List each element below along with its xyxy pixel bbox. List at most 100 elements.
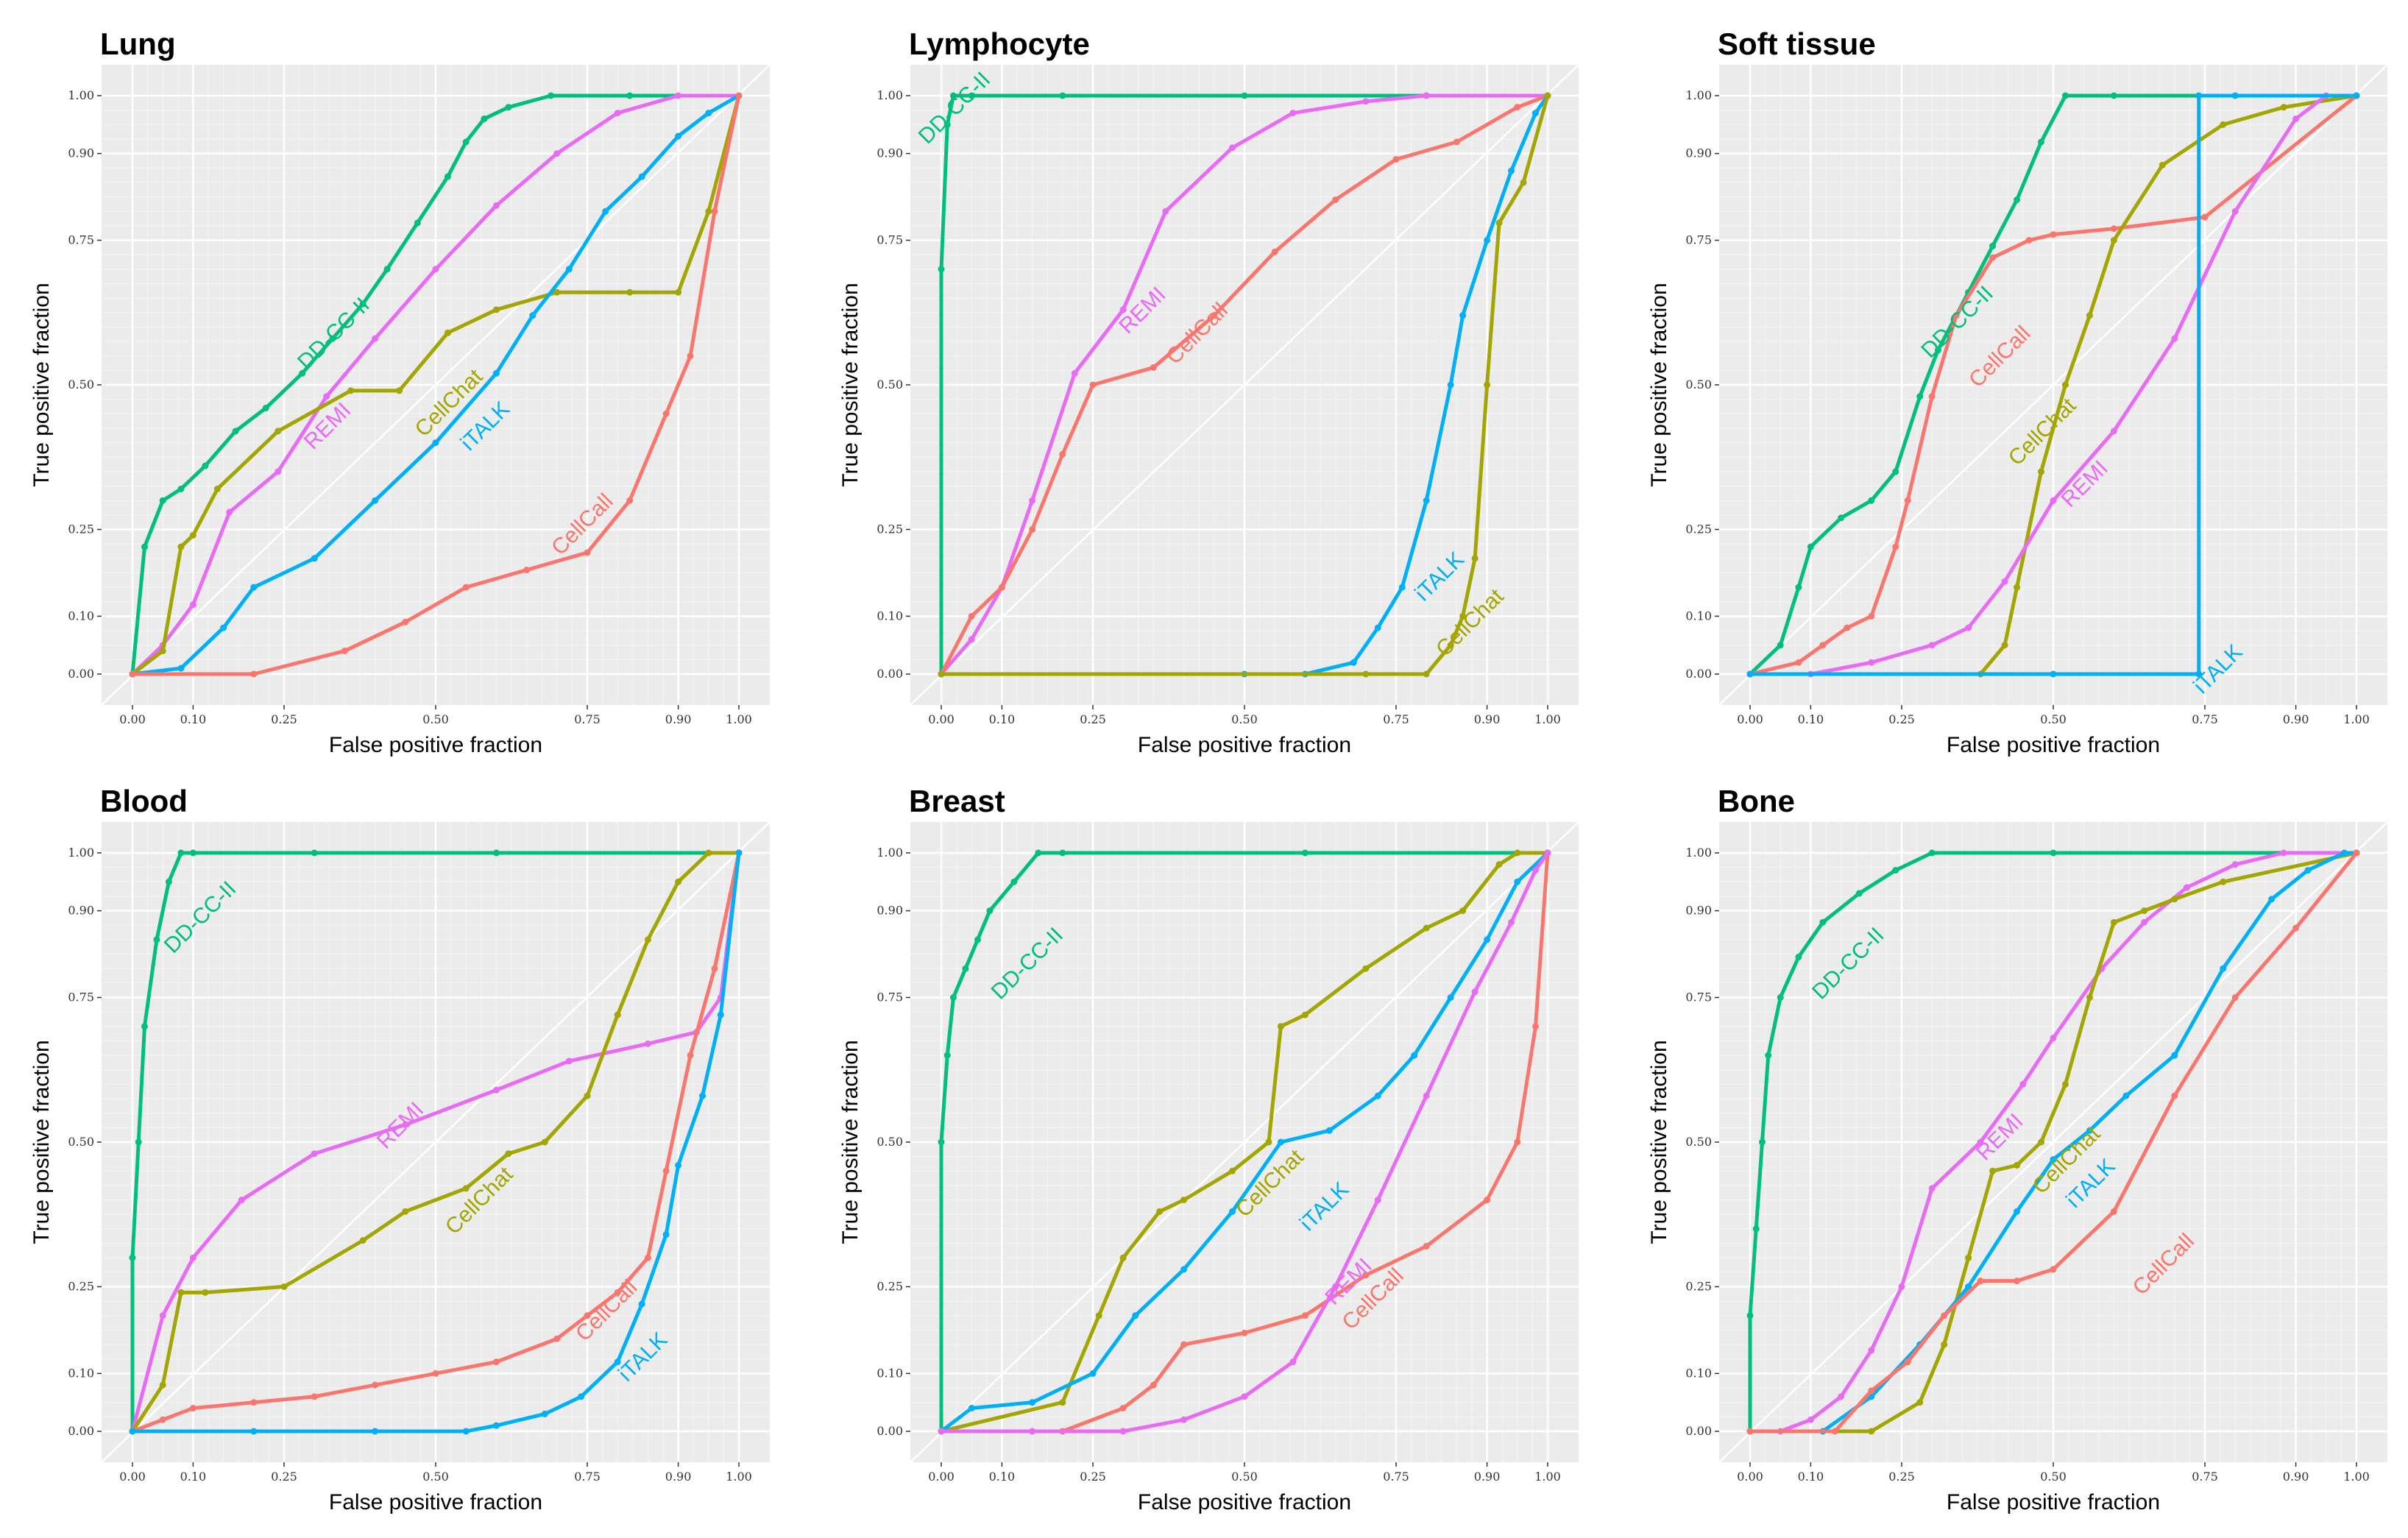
roc-point: [1229, 1167, 1236, 1174]
roc-point: [1807, 1416, 1814, 1423]
roc-point: [1362, 98, 1370, 105]
roc-point: [141, 543, 148, 550]
roc-point: [250, 670, 258, 678]
roc-point: [1180, 1341, 1188, 1348]
roc-point: [1934, 347, 1941, 354]
roc-point: [299, 369, 306, 377]
roc-point: [2201, 213, 2209, 221]
x-tick-label: 0.10: [1798, 712, 1824, 726]
roc-point: [462, 138, 470, 146]
roc-point: [1807, 543, 1814, 550]
roc-point: [129, 1428, 136, 1435]
roc-curve-cellchat: [1750, 93, 2357, 676]
x-tick-label: 0.25: [1888, 712, 1915, 726]
roc-point: [1180, 1266, 1188, 1273]
roc-curve-remi: [940, 93, 1548, 676]
roc-point: [250, 584, 258, 591]
y-tick-label: 0.75: [877, 991, 903, 1004]
roc-point: [165, 878, 172, 885]
roc-curve-cellcall: [939, 93, 1548, 676]
roc-point: [1180, 1197, 1188, 1204]
roc-point: [1271, 248, 1278, 255]
y-tick-label: 0.50: [68, 1135, 94, 1149]
roc-point: [2014, 1208, 2021, 1215]
x-axis-title: False positive fraction: [1947, 733, 2160, 757]
roc-point: [1325, 1127, 1333, 1134]
roc-point: [1423, 497, 1430, 504]
roc-point: [662, 1231, 670, 1238]
y-tick-label: 0.25: [1685, 1280, 1712, 1294]
roc-point: [1544, 92, 1551, 99]
series-remi: [938, 849, 1551, 1435]
series-cellchat: [938, 92, 1551, 678]
roc-point: [626, 92, 634, 99]
roc-point: [735, 849, 743, 857]
roc-point: [548, 92, 555, 99]
roc-point: [1941, 1341, 1948, 1348]
roc-point: [402, 618, 409, 626]
roc-point: [1459, 312, 1467, 319]
x-tick-label: 0.25: [271, 1470, 297, 1484]
roc-point: [578, 1393, 585, 1400]
roc-point: [226, 508, 233, 516]
x-tick-label: 0.90: [1474, 712, 1501, 726]
roc-point: [1453, 138, 1460, 146]
roc-curve-cellcall: [132, 95, 741, 676]
roc-point: [1411, 1052, 1418, 1059]
roc-point: [2171, 1052, 2178, 1059]
roc-point: [565, 1057, 573, 1065]
roc-point: [481, 115, 488, 122]
roc-point: [1758, 1138, 1766, 1146]
roc-point: [699, 1092, 707, 1099]
x-tick-label: 0.50: [422, 712, 449, 726]
roc-point: [2353, 849, 2360, 857]
roc-point: [968, 1405, 975, 1412]
roc-point: [2304, 867, 2312, 874]
roc-point: [275, 428, 282, 435]
roc-point: [414, 219, 421, 227]
roc-point: [968, 636, 975, 643]
roc-point: [2014, 1277, 2021, 1285]
y-tick-label: 0.00: [877, 1424, 903, 1438]
y-axis-title: True positive fraction: [838, 283, 863, 486]
roc-point: [329, 335, 336, 342]
roc-point: [2231, 861, 2239, 868]
x-tick-label: 1.00: [2343, 712, 2370, 726]
x-axis-title: False positive fraction: [329, 733, 542, 757]
roc-point: [1095, 1312, 1102, 1319]
x-tick-label: 0.00: [119, 712, 146, 726]
y-tick-label: 0.25: [68, 522, 94, 536]
y-tick-label: 0.90: [68, 904, 94, 918]
roc-point: [444, 173, 451, 180]
roc-point: [1119, 1254, 1127, 1261]
roc-point: [311, 849, 318, 857]
diagonal-reference-line: [1718, 64, 2388, 706]
y-tick-label: 1.00: [877, 88, 903, 102]
y-tick-label: 0.90: [1685, 146, 1712, 160]
roc-point: [177, 849, 185, 857]
roc-point: [2061, 1080, 2069, 1088]
y-tick-label: 1.00: [1685, 846, 1712, 860]
panel-title: Bone: [1718, 784, 1795, 818]
y-tick-label: 0.75: [68, 991, 94, 1004]
roc-point: [962, 965, 969, 972]
roc-point: [2171, 335, 2178, 342]
roc-point: [1904, 497, 1911, 504]
roc-point: [1374, 624, 1381, 631]
y-tick-label: 1.00: [68, 88, 94, 102]
roc-point: [1777, 642, 1784, 649]
roc-point: [1508, 918, 1515, 926]
roc-point: [968, 612, 975, 620]
diagonal-reference-line: [1718, 821, 2388, 1463]
x-tick-label: 0.00: [1737, 1470, 1763, 1484]
roc-point: [1868, 1428, 1875, 1435]
panel-bone: 0.00 0.00 0.10 0.10 0.25 0.25 0.50 0.50 0.75 0.75…: [1647, 784, 2388, 1514]
roc-point: [1965, 624, 1972, 631]
roc-point: [949, 92, 957, 99]
roc-point: [2014, 1161, 2021, 1169]
roc-point: [159, 1416, 166, 1423]
roc-point: [1819, 642, 1827, 649]
roc-point: [1831, 1428, 1838, 1435]
roc-point: [1423, 924, 1430, 932]
roc-point: [444, 329, 451, 336]
